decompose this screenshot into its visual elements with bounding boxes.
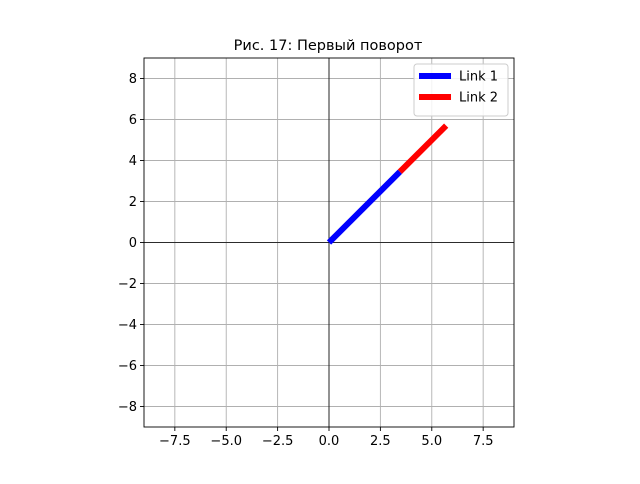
y-tick-label: 8 [129, 72, 137, 87]
x-tick-label: −7.5 [159, 434, 191, 449]
y-tick-label: 6 [129, 113, 137, 128]
x-tick-label: 2.5 [370, 434, 391, 449]
x-tick-label: −2.5 [262, 434, 294, 449]
chart-title: Рис. 17: Первый поворот [234, 38, 423, 54]
plot-frame [143, 57, 515, 428]
y-tick-label: −2 [118, 277, 137, 292]
tick-layer: −7.5 −5.0 −2.5 0.0 2.5 5.0 7.5 −8 −6 −4 −2 0 2 4 6 8 [118, 72, 494, 449]
y-tick-label: 2 [129, 195, 137, 210]
legend: Link 1 Link 2 [413, 63, 509, 117]
series-layer [326, 123, 449, 245]
y-tick-label: −4 [118, 318, 137, 333]
legend-label-1: Link 1 [459, 70, 498, 85]
legend-label-2: Link 2 [459, 91, 498, 106]
series-line-link-2 [397, 123, 449, 174]
y-tick-label: −6 [118, 359, 137, 374]
x-tick-label: 0.0 [319, 434, 340, 449]
series-line-link-1 [326, 169, 403, 245]
x-tick-label: 7.5 [473, 434, 494, 449]
y-tick-label: −8 [118, 400, 137, 415]
x-tick-label: −5.0 [210, 434, 242, 449]
y-tick-label: 0 [129, 236, 137, 251]
x-tick-label: 5.0 [421, 434, 442, 449]
y-tick-label: 4 [129, 154, 137, 169]
